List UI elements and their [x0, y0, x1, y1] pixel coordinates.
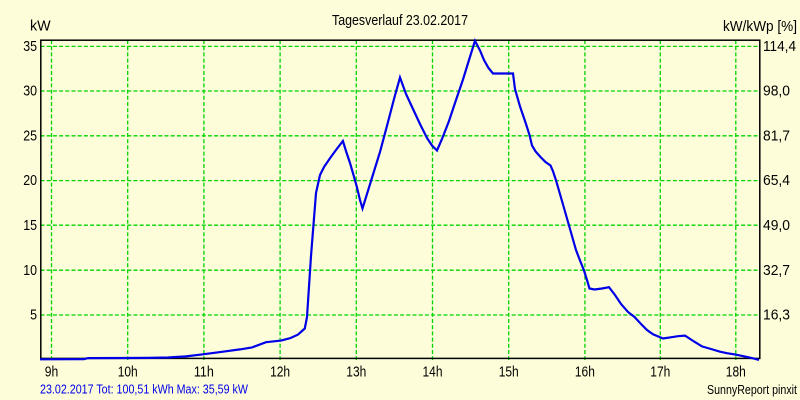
svg-text:32,7: 32,7 — [763, 263, 790, 279]
svg-text:15: 15 — [23, 218, 37, 234]
svg-text:23.02.2017 Tot: 100,51 kWh Max: 23.02.2017 Tot: 100,51 kWh Max: 35,59 kW — [40, 382, 249, 397]
svg-text:kW/kWp [%]: kW/kWp [%] — [723, 19, 797, 35]
svg-text:25: 25 — [23, 128, 37, 144]
svg-text:20: 20 — [23, 173, 37, 189]
svg-text:kW: kW — [30, 19, 51, 35]
svg-text:18h: 18h — [726, 365, 746, 381]
svg-text:SunnyReport pinxit: SunnyReport pinxit — [707, 382, 797, 397]
svg-text:114,4: 114,4 — [763, 39, 796, 55]
svg-text:11h: 11h — [194, 365, 214, 381]
svg-text:10h: 10h — [118, 365, 138, 381]
svg-text:16,3: 16,3 — [763, 308, 790, 324]
svg-text:17h: 17h — [650, 365, 670, 381]
svg-text:10: 10 — [23, 263, 37, 279]
svg-text:15h: 15h — [499, 365, 519, 381]
svg-text:65,4: 65,4 — [763, 173, 790, 189]
svg-text:12h: 12h — [270, 365, 290, 381]
svg-text:35: 35 — [23, 39, 37, 55]
svg-text:81,7: 81,7 — [763, 128, 790, 144]
svg-text:14h: 14h — [423, 365, 443, 381]
svg-text:16h: 16h — [575, 365, 595, 381]
svg-text:5: 5 — [30, 308, 37, 324]
svg-text:13h: 13h — [346, 365, 366, 381]
svg-text:30: 30 — [23, 84, 37, 100]
svg-text:Tagesverlauf 23.02.2017: Tagesverlauf 23.02.2017 — [332, 13, 468, 29]
svg-text:9h: 9h — [45, 365, 59, 381]
svg-text:49,0: 49,0 — [763, 218, 790, 234]
svg-text:98,0: 98,0 — [763, 84, 790, 100]
